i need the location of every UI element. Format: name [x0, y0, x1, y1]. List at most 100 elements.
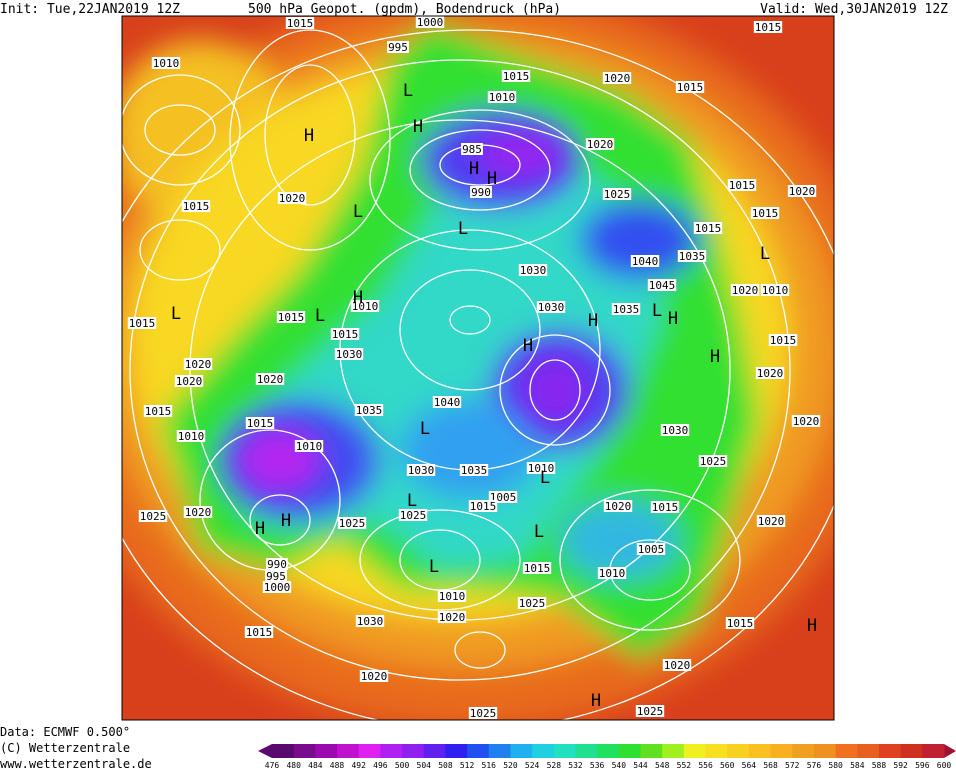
pressure-center: H — [710, 347, 720, 367]
pressure-label-box — [461, 143, 483, 155]
pressure-label: 1020 — [437, 611, 467, 624]
pressure-label-text: 1015 — [246, 626, 273, 639]
colorbar-tick-label: 488 — [330, 761, 345, 770]
pressure-label-text: 1010 — [489, 91, 516, 104]
pressure-label-box — [415, 16, 445, 28]
pressure-label: 1020 — [359, 670, 389, 683]
pressure-label-text: 1010 — [296, 440, 323, 453]
colorbar-tick-label: 476 — [265, 761, 280, 770]
pressure-label-box — [245, 417, 275, 429]
pressure-label: 1015 — [285, 17, 315, 30]
colorbar-tick-label: 560 — [720, 761, 735, 770]
pressure-label: 1040 — [630, 255, 660, 268]
pressure-label-text: 1015 — [129, 317, 156, 330]
colorbar-tick-label: 552 — [677, 761, 692, 770]
colorbar-swatch — [402, 744, 425, 758]
pressure-center: H — [469, 159, 479, 179]
pressure-label: 1020 — [787, 185, 817, 198]
pressure-label-text: 1030 — [357, 615, 384, 628]
colorbar-swatch — [792, 744, 815, 758]
pressure-label-text: 1025 — [400, 509, 427, 522]
pressure-label: 1015 — [650, 501, 680, 514]
pressure-label-text: 1020 — [439, 611, 466, 624]
pressure-label: 1010 — [151, 57, 181, 70]
pressure-label: 1010 — [437, 590, 467, 603]
pressure-label-box — [470, 186, 492, 198]
pressure-label-text: 1020 — [793, 415, 820, 428]
data-source: Data: ECMWF 0.500° — [0, 725, 130, 739]
pressure-center: H — [281, 511, 291, 531]
pressure-label: 1005 — [636, 543, 666, 556]
pressure-label: 1025 — [602, 188, 632, 201]
map: 1015101099510001015101010201015985990102… — [122, 16, 834, 720]
pressure-label-box — [677, 250, 707, 262]
pressure-label-text: 1020 — [604, 72, 631, 85]
pressure-label-box — [437, 590, 467, 602]
pressure-label-text: 1015 — [727, 617, 754, 630]
pressure-label: 1015 — [522, 562, 552, 575]
pressure-label-box — [262, 581, 292, 593]
pressure-label-box — [330, 328, 360, 340]
colorbar-swatch — [358, 744, 381, 758]
colorbar: 476 480 484 488 492 496 500 504 508 512 516 520 524 5… — [258, 744, 956, 770]
init-time: Init: Tue,22JAN2019 12Z — [0, 2, 180, 17]
colorbar-arrow-left — [258, 744, 272, 758]
pressure-center: L — [403, 81, 413, 101]
pressure-label: 1015 — [753, 21, 783, 34]
colorbar-swatch — [423, 744, 446, 758]
colorbar-tick-label: 516 — [482, 761, 497, 770]
colorbar-swatch — [380, 744, 403, 758]
pressure-label-text: 1010 — [178, 430, 205, 443]
pressure-label: 1015 — [725, 617, 755, 630]
pressure-label: 995 — [265, 570, 287, 583]
colorbar-tick-label: 540 — [612, 761, 627, 770]
pressure-label-text: 1040 — [434, 396, 461, 409]
pressure-label-text: 1015 — [755, 21, 782, 34]
pressure-label: 1025 — [337, 517, 367, 530]
pressure-label-box — [143, 405, 173, 417]
pressure-label-box — [660, 424, 690, 436]
pressure-label: 1015 — [244, 626, 274, 639]
colorbar-swatch — [878, 744, 902, 758]
pressure-label-box — [787, 185, 817, 197]
pressure-label-box — [518, 264, 548, 276]
colorbar-tick-label: 568 — [763, 761, 778, 770]
pressure-label: 1025 — [517, 597, 547, 610]
pressure-label-text: 1020 — [185, 358, 212, 371]
pressure-label-text: 1005 — [638, 543, 665, 556]
pressure-label-text: 1015 — [503, 70, 530, 83]
pressure-label-text: 995 — [266, 570, 286, 583]
pressure-label-text: 1025 — [470, 707, 497, 720]
pressure-label-text: 1010 — [153, 57, 180, 70]
pressure-label: 1035 — [677, 250, 707, 263]
pressure-label-box — [760, 284, 790, 296]
pressure-label-text: 1020 — [176, 375, 203, 388]
pressure-label: 1010 — [487, 91, 517, 104]
pressure-label-text: 995 — [388, 41, 408, 54]
pressure-label-box — [768, 334, 798, 346]
pressure-center: L — [407, 491, 417, 511]
pressure-label-text: 1010 — [352, 300, 379, 313]
colorbar-swatch — [315, 744, 338, 758]
pressure-label-text: 1035 — [613, 303, 640, 316]
pressure-center: L — [760, 244, 770, 264]
pressure-label-box — [265, 570, 287, 582]
colorbar-swatch — [900, 744, 923, 758]
pressure-label: 1015 — [675, 81, 705, 94]
pressure-label: 1020 — [756, 515, 786, 528]
pressure-label: 1015 — [181, 200, 211, 213]
pressure-label-text: 1025 — [339, 517, 366, 530]
pressure-label-text: 1020 — [757, 367, 784, 380]
colorbar-tick-label: 504 — [417, 761, 432, 770]
colorbar-tick-label: 520 — [503, 761, 518, 770]
pressure-label: 1025 — [398, 509, 428, 522]
pressure-label-text: 1020 — [732, 284, 759, 297]
colorbar-swatch — [813, 744, 837, 758]
pressure-label-text: 1015 — [652, 501, 679, 514]
pressure-label-text: 1020 — [758, 515, 785, 528]
pressure-label-box — [285, 17, 315, 29]
pressure-label-box — [753, 21, 783, 33]
pressure-label-box — [277, 192, 307, 204]
pressure-label: 1000 — [262, 581, 292, 594]
